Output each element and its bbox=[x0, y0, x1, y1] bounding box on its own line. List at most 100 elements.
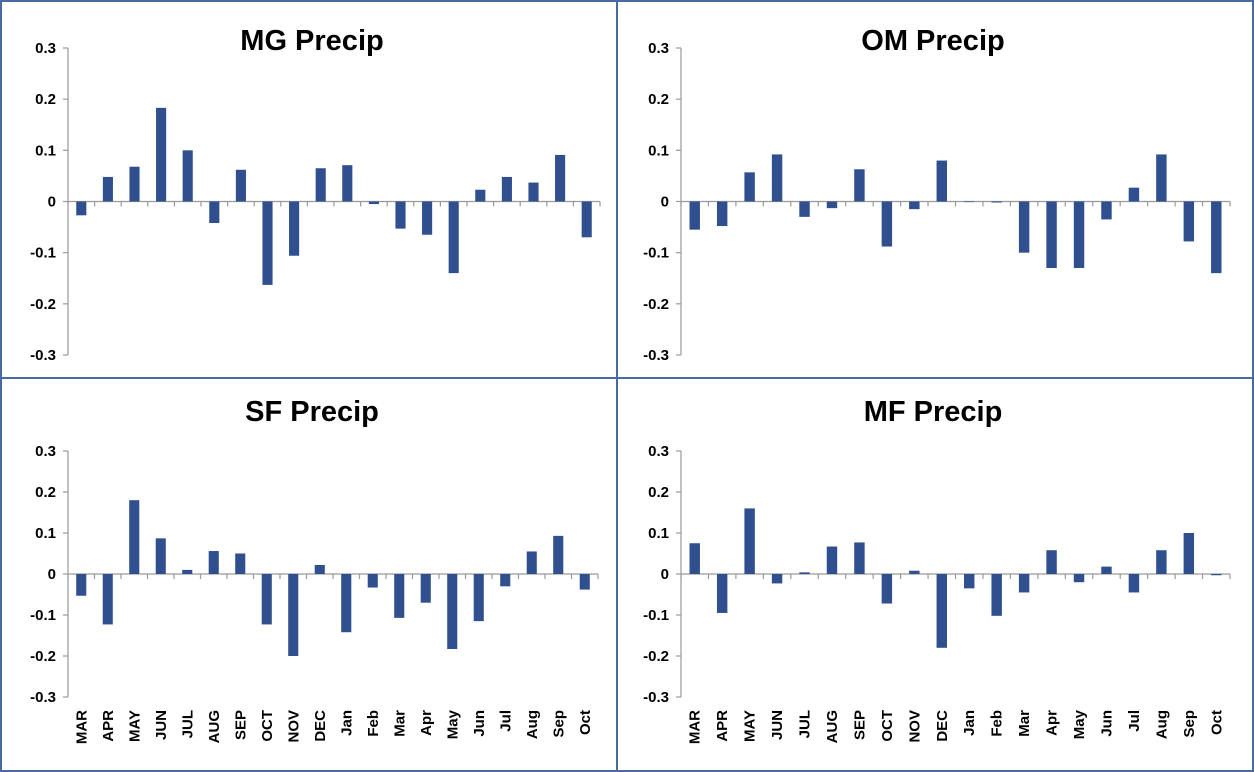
y-tick-label: -0.1 bbox=[643, 607, 669, 624]
y-tick-label: 0.3 bbox=[35, 40, 56, 57]
bar-Sep bbox=[1183, 201, 1195, 242]
x-tick-label: Apr bbox=[1044, 710, 1061, 736]
x-tick-label: Aug bbox=[1153, 710, 1170, 739]
bar-APR bbox=[102, 176, 113, 202]
chart-panel: SF Precip 0.3 0.2 0.1 0 -0.1 -0.2 -0.3 MAR APR MAY… bbox=[30, 396, 599, 744]
bar-Oct bbox=[579, 574, 590, 590]
bar-JUL bbox=[182, 150, 193, 202]
bar-Feb bbox=[991, 574, 1002, 616]
y-tick-label: 0.3 bbox=[648, 443, 669, 460]
bar-MAR bbox=[689, 543, 700, 574]
bar-NOV bbox=[289, 201, 300, 256]
x-tick-label: JUN bbox=[153, 710, 170, 740]
panel-frame-bottom-right bbox=[616, 377, 1254, 772]
y-tick-label: -0.3 bbox=[30, 689, 56, 706]
x-tick-label: JUN bbox=[769, 710, 786, 740]
y-tick-label: 0 bbox=[48, 194, 56, 211]
y-tick-label: -0.1 bbox=[30, 245, 56, 262]
bar-May bbox=[447, 574, 458, 650]
bar-Mar bbox=[1018, 574, 1030, 593]
bar-Aug bbox=[526, 551, 537, 574]
bar-Jun bbox=[475, 189, 486, 202]
x-tick-label: Sep bbox=[1181, 710, 1198, 738]
x-tick-label: Mar bbox=[391, 710, 408, 737]
bar-APR bbox=[716, 201, 728, 227]
x-tick-label: Aug bbox=[524, 710, 541, 739]
x-tick-label: Mar bbox=[1016, 710, 1033, 737]
bar-DEC bbox=[936, 160, 947, 202]
bar-Mar bbox=[395, 201, 406, 229]
x-tick-label: MAY bbox=[742, 710, 759, 742]
bar-AUG bbox=[826, 201, 838, 209]
x-tick-label: DEC bbox=[934, 710, 951, 742]
bar-SEP bbox=[854, 542, 865, 574]
bar-JUN bbox=[771, 154, 783, 202]
x-tick-label: Feb bbox=[365, 710, 382, 737]
y-tick-label: 0.3 bbox=[648, 40, 669, 57]
bar-Oct bbox=[1211, 201, 1222, 274]
bar-MAY bbox=[129, 166, 140, 202]
bar-May bbox=[1073, 201, 1085, 269]
bar-OCT bbox=[261, 574, 272, 625]
y-tick-label: -0.2 bbox=[643, 648, 669, 665]
x-tick-label: Sep bbox=[550, 710, 567, 738]
bar-May bbox=[1073, 574, 1085, 583]
x-tick-label: OCT bbox=[259, 710, 276, 742]
bar-Sep bbox=[1183, 533, 1195, 574]
x-tick-label: NOV bbox=[906, 710, 923, 743]
y-tick-label: 0 bbox=[661, 194, 669, 211]
bar-DEC bbox=[315, 168, 326, 202]
bar-APR bbox=[716, 574, 728, 613]
chart-title: SF Precip bbox=[245, 396, 379, 428]
bar-Feb bbox=[991, 201, 1002, 203]
bar-Feb bbox=[367, 574, 378, 588]
bar-JUL bbox=[799, 201, 810, 217]
chart-panel: MF Precip 0.3 0.2 0.1 0 -0.1 -0.2 -0.3 MAR APR MAY… bbox=[643, 396, 1231, 744]
bar-Jun bbox=[473, 574, 484, 622]
bar-OCT bbox=[881, 201, 893, 247]
bar-Jan bbox=[964, 201, 975, 203]
bar-APR bbox=[102, 574, 113, 625]
bar-Jul bbox=[500, 574, 511, 587]
bar-Sep bbox=[553, 535, 564, 574]
panel-frame-top-left bbox=[0, 0, 618, 379]
bar-MAY bbox=[129, 500, 140, 574]
bar-MAR bbox=[689, 201, 700, 230]
bar-Aug bbox=[1156, 550, 1167, 574]
x-tick-label: APR bbox=[714, 710, 731, 742]
y-tick-label: 0 bbox=[661, 566, 669, 583]
x-tick-label: Apr bbox=[418, 710, 435, 736]
x-tick-label: Feb bbox=[989, 710, 1006, 737]
y-tick-label: -0.2 bbox=[30, 296, 56, 313]
x-tick-label: JUL bbox=[179, 710, 196, 738]
bar-MAY bbox=[744, 172, 755, 202]
y-tick-label: -0.2 bbox=[643, 296, 669, 313]
chart-title: MF Precip bbox=[864, 396, 1003, 428]
x-tick-label: NOV bbox=[285, 710, 302, 743]
bar-DEC bbox=[314, 564, 325, 574]
bar-May bbox=[448, 201, 459, 274]
bar-MAY bbox=[744, 508, 755, 574]
bar-Feb bbox=[368, 201, 379, 205]
bar-JUN bbox=[771, 574, 783, 584]
bar-Jun bbox=[1101, 201, 1112, 220]
bar-Jul bbox=[1128, 187, 1140, 202]
bar-OCT bbox=[881, 574, 893, 604]
x-tick-label: Jul bbox=[497, 710, 514, 732]
y-tick-label: 0.3 bbox=[35, 443, 56, 460]
chart-title: OM Precip bbox=[861, 25, 1004, 57]
y-tick-label: -0.3 bbox=[30, 347, 56, 364]
chart-panel: MG Precip 0.3 0.2 0.1 0 -0.1 -0.2 -0.3 bbox=[30, 25, 601, 364]
y-tick-label: -0.3 bbox=[643, 689, 669, 706]
x-tick-label: May bbox=[1071, 709, 1088, 739]
x-tick-label: AUG bbox=[206, 710, 223, 743]
x-tick-label: OCT bbox=[879, 710, 896, 742]
bar-Jul bbox=[501, 176, 512, 202]
bar-Jun bbox=[1101, 566, 1112, 574]
bar-JUN bbox=[156, 107, 167, 202]
y-tick-label: 0.1 bbox=[648, 525, 669, 542]
bar-MAR bbox=[76, 201, 87, 216]
y-tick-label: 0.1 bbox=[35, 142, 56, 159]
